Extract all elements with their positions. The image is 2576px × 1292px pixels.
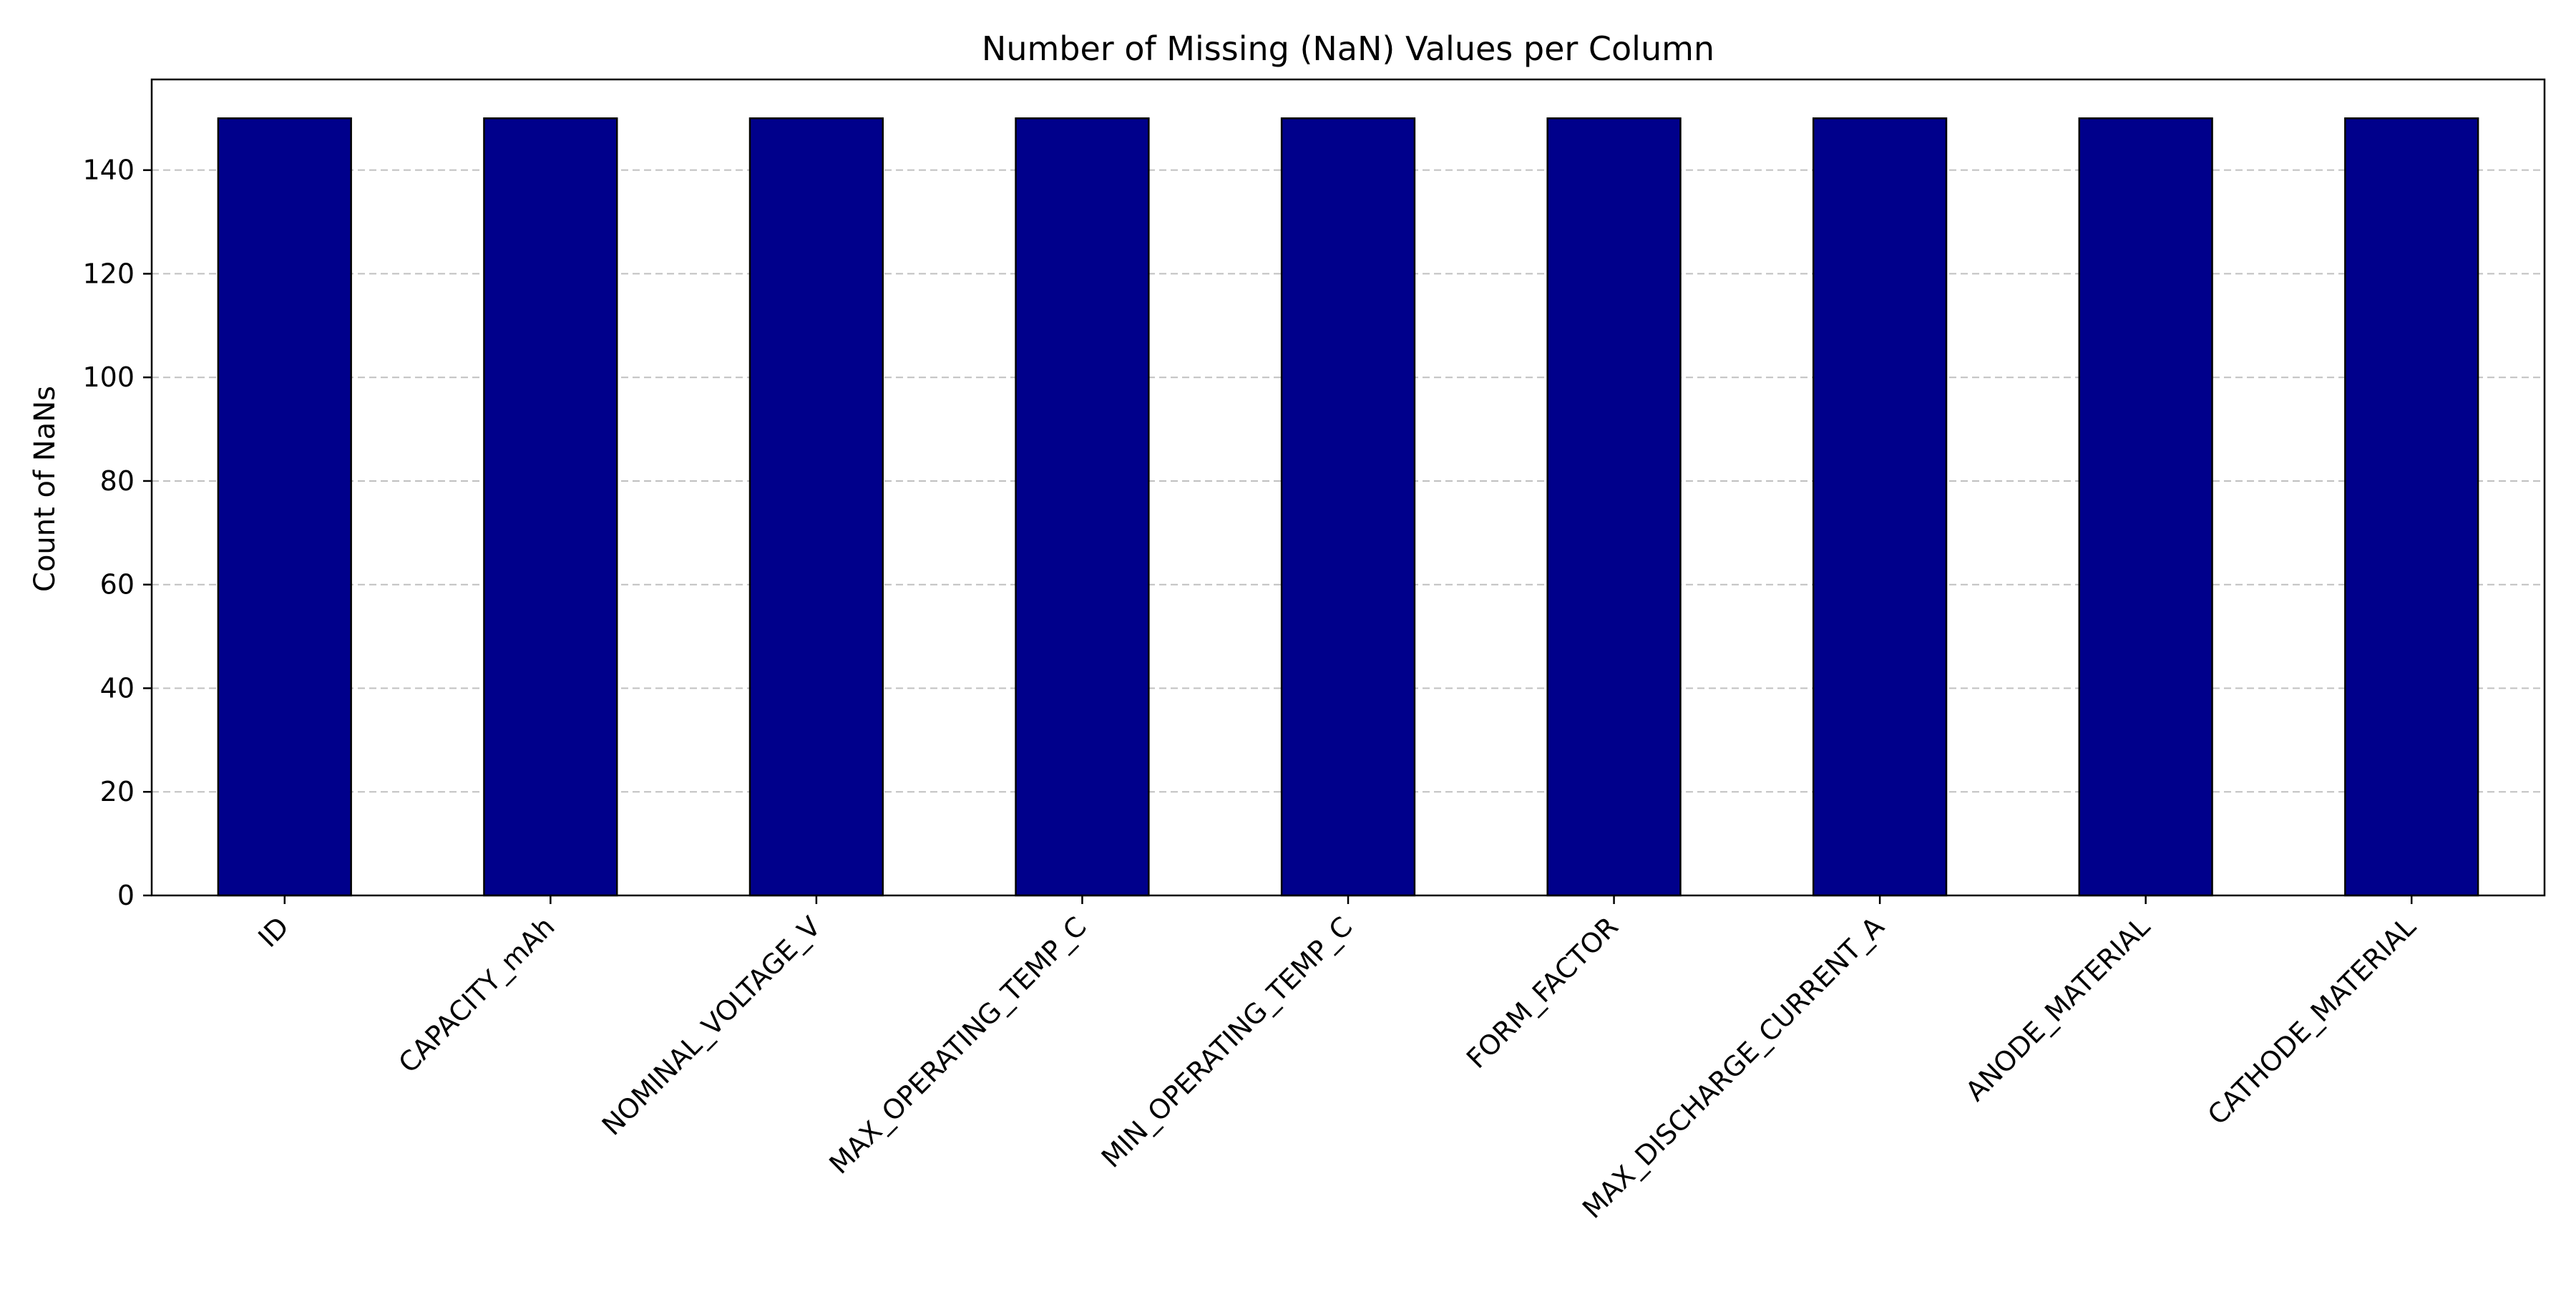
x-tick-label: NOMINAL_VOLTAGE_V xyxy=(596,910,827,1142)
chart-title: Number of Missing (NaN) Values per Colum… xyxy=(982,29,1714,68)
y-tick-label: 0 xyxy=(117,880,135,911)
bar-form-factor xyxy=(1546,117,1682,897)
y-tick-label: 40 xyxy=(100,672,135,704)
bar-anode-material xyxy=(2078,117,2213,897)
x-tick-label: MIN_OPERATING_TEMP_C xyxy=(1096,910,1359,1174)
y-tick-label: 20 xyxy=(100,776,135,807)
bars xyxy=(217,117,2479,897)
bar-min-operating-temp-c xyxy=(1280,117,1416,897)
bar-id xyxy=(217,117,352,897)
x-tick-label: ID xyxy=(252,910,295,953)
y-tick-label: 140 xyxy=(82,155,135,186)
x-tick-label: CATHODE_MATERIAL xyxy=(2202,910,2422,1131)
y-tick-label: 80 xyxy=(100,465,135,497)
x-tick-label: CAPACITY_mAh xyxy=(393,910,561,1079)
x-tick-label: FORM_FACTOR xyxy=(1460,910,1624,1074)
y-tick-label: 60 xyxy=(100,569,135,601)
bar-capacity-mah xyxy=(483,117,618,897)
bar-max-operating-temp-c xyxy=(1015,117,1150,897)
x-tick-label: MAX_OPERATING_TEMP_C xyxy=(823,910,1092,1180)
x-tick-label: ANODE_MATERIAL xyxy=(1959,910,2156,1107)
y-axis-ticks: 0 20 40 60 80 100 120 140 xyxy=(82,155,152,911)
x-axis-ticks: ID CAPACITY_mAh NOMINAL_VOLTAGE_VMAX_OPERA… xyxy=(252,895,2422,1225)
y-axis-label: Count of NaNs xyxy=(29,386,62,592)
bar-nominal-voltage-v xyxy=(748,117,884,897)
y-tick-label: 120 xyxy=(82,258,135,289)
x-tick-label: MAX_DISCHARGE_CURRENT_A xyxy=(1576,910,1890,1225)
y-tick-label: 100 xyxy=(82,361,135,393)
bar-cathode-material xyxy=(2344,117,2479,897)
bar-max-discharge-current-a xyxy=(1812,117,1948,897)
